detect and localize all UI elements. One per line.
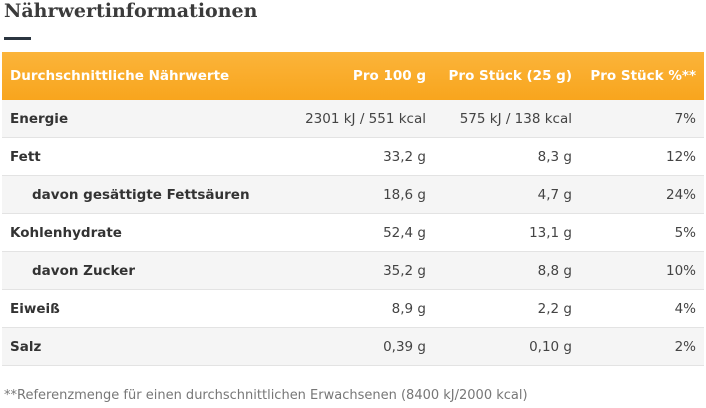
cell: 18,6 g <box>278 175 434 214</box>
row-label: Energie <box>2 100 278 138</box>
table-row: Salz 0,39 g 0,10 g 2% <box>2 327 704 366</box>
cell: 4% <box>580 289 704 328</box>
nutrition-table: Durchschnittliche Nährwerte Pro 100 g Pr… <box>2 52 704 366</box>
cell: 35,2 g <box>278 251 434 290</box>
cell: 2% <box>580 327 704 366</box>
cell: 2,2 g <box>434 289 580 328</box>
cell: 24% <box>580 175 704 214</box>
row-label: Fett <box>2 137 278 176</box>
column-header: Durchschnittliche Nährwerte <box>2 52 278 100</box>
column-header: Pro Stück %** <box>580 52 704 100</box>
cell: 575 kJ / 138 kcal <box>434 100 580 138</box>
row-label: Salz <box>2 327 278 366</box>
table-row: Kohlenhydrate 52,4 g 13,1 g 5% <box>2 213 704 252</box>
table-row: Eiweiß 8,9 g 2,2 g 4% <box>2 289 704 328</box>
header-row: Durchschnittliche Nährwerte Pro 100 g Pr… <box>2 52 704 100</box>
row-label: davon Zucker <box>2 251 278 290</box>
row-label: Eiweiß <box>2 289 278 328</box>
title-underline <box>4 37 31 40</box>
cell: 12% <box>580 137 704 176</box>
row-label: Kohlenhydrate <box>2 213 278 252</box>
table-row: davon Zucker 35,2 g 8,8 g 10% <box>2 251 704 290</box>
table-row: Energie 2301 kJ / 551 kcal 575 kJ / 138 kc… <box>2 100 704 138</box>
table-row: Fett 33,2 g 8,3 g 12% <box>2 137 704 176</box>
cell: 8,9 g <box>278 289 434 328</box>
cell: 0,10 g <box>434 327 580 366</box>
column-header: Pro 100 g <box>278 52 434 100</box>
cell: 52,4 g <box>278 213 434 252</box>
row-label: davon gesättigte Fettsäuren <box>2 175 278 214</box>
table-body: Energie 2301 kJ / 551 kcal 575 kJ / 138 kc… <box>2 100 704 366</box>
column-header: Pro Stück (25 g) <box>434 52 580 100</box>
cell: 2301 kJ / 551 kcal <box>278 100 434 138</box>
table-row: davon gesättigte Fettsäuren 18,6 g 4,7 g 24… <box>2 175 704 214</box>
cell: 5% <box>580 213 704 252</box>
cell: 4,7 g <box>434 175 580 214</box>
cell: 0,39 g <box>278 327 434 366</box>
cell: 33,2 g <box>278 137 434 176</box>
cell: 8,3 g <box>434 137 580 176</box>
cell: 8,8 g <box>434 251 580 290</box>
title: Nährwertinformationen <box>4 0 258 22</box>
cell: 7% <box>580 100 704 138</box>
cell: 13,1 g <box>434 213 580 252</box>
cell: 10% <box>580 251 704 290</box>
footnote: **Referenzmenge für einen durchschnittli… <box>4 388 528 403</box>
